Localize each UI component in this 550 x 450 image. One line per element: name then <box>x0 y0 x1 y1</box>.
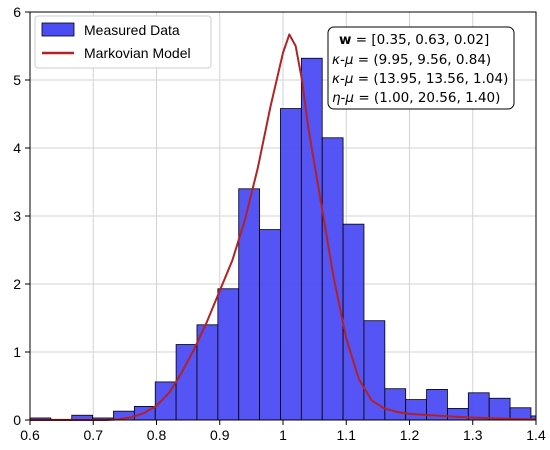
x-tick-label: 1.1 <box>337 427 357 443</box>
annotation-label-3: κ-μ <box>332 71 353 87</box>
annotation-value-3: = (13.95, 13.56, 1.04) <box>353 71 508 87</box>
y-tick-label: 4 <box>13 140 21 156</box>
y-tick-label: 1 <box>13 344 21 360</box>
annotation-value-1: = [0.35, 0.63, 0.02] <box>351 32 489 48</box>
annotation-value-4: = (1.00, 20.56, 1.40) <box>354 90 500 106</box>
annotation-line-2: κ-μ = (9.95, 9.56, 0.84) <box>332 52 491 68</box>
annotation-line-1: w = [0.35, 0.63, 0.02] <box>339 32 489 48</box>
histogram-bar <box>405 399 427 421</box>
histogram-bar <box>259 229 281 421</box>
axis-ticks: 0.6 0.7 0.8 0.9 1 1.1 1.2 1.3 1.4 0 1 2 3 4 5 6 <box>13 4 546 443</box>
histogram-bar <box>196 324 219 421</box>
histogram-bar <box>321 137 344 421</box>
x-tick-label: 1.4 <box>526 427 546 443</box>
histogram-bar <box>217 288 240 421</box>
x-tick-label: 0.6 <box>20 427 40 443</box>
histogram-bar <box>363 320 386 421</box>
y-tick-label: 0 <box>13 412 21 428</box>
y-tick-label: 5 <box>13 72 21 88</box>
y-tick-label: 2 <box>13 276 21 292</box>
x-tick-label: 1.2 <box>400 427 420 443</box>
x-tick-label: 1.3 <box>463 427 483 443</box>
annotation-label-1: w <box>339 32 351 48</box>
histogram-bar <box>342 223 365 421</box>
y-tick-label: 3 <box>13 208 21 224</box>
annotation-line-3: κ-μ = (13.95, 13.56, 1.04) <box>332 71 508 87</box>
histogram-bar <box>447 408 469 421</box>
histogram-bar <box>300 57 323 421</box>
histogram-bar <box>175 344 198 421</box>
legend-frame <box>34 15 212 69</box>
y-tick-label: 6 <box>13 4 21 20</box>
x-tick-label: 0.7 <box>84 427 104 443</box>
model-curve-line <box>30 33 537 421</box>
histogram-bar <box>280 108 302 421</box>
legend-label-model: Markovian Model <box>84 45 191 61</box>
annotation-line-4: η-μ = (1.00, 20.56, 1.40) <box>332 90 500 106</box>
x-tick-label: 0.8 <box>147 427 167 443</box>
legend-label-measured: Measured Data <box>84 22 180 38</box>
annotation-label-2: κ-μ <box>332 52 353 68</box>
model-curve <box>30 33 537 421</box>
histogram-bar <box>488 397 511 421</box>
annotation-label-4: η-μ <box>332 90 354 106</box>
legend: Measured Data Markovian Model <box>34 15 212 69</box>
annotation-frame <box>327 26 515 110</box>
annotation-value-2: = (9.95, 9.56, 0.84) <box>353 52 491 68</box>
x-tick-label: 0.9 <box>210 427 230 443</box>
histogram-bar <box>384 388 407 421</box>
histogram-bar <box>467 392 490 421</box>
legend-swatch-measured <box>41 22 75 37</box>
histogram-bar <box>238 188 260 421</box>
x-tick-label: 1 <box>279 427 287 443</box>
parameter-annotation: w = [0.35, 0.63, 0.02] κ-μ = (9.95, 9.56… <box>327 26 515 110</box>
